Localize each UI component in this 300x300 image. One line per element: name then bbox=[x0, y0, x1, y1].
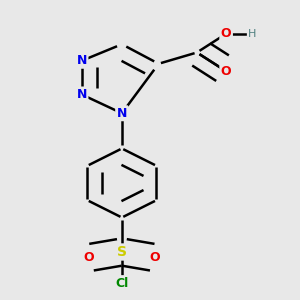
Text: O: O bbox=[84, 251, 94, 264]
Text: O: O bbox=[150, 251, 160, 264]
Text: Cl: Cl bbox=[115, 277, 128, 290]
Text: N: N bbox=[117, 107, 127, 120]
Text: O: O bbox=[221, 27, 231, 40]
Text: H: H bbox=[248, 29, 256, 39]
Text: S: S bbox=[117, 245, 127, 259]
Text: O: O bbox=[221, 65, 231, 78]
Text: N: N bbox=[76, 54, 87, 67]
Text: N: N bbox=[76, 88, 87, 101]
